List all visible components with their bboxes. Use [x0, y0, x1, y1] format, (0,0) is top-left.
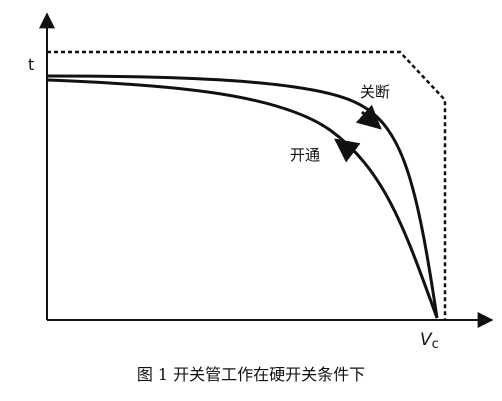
safe-area-boundary [47, 50, 447, 320]
x-axis-label-sub: c [432, 337, 439, 352]
caption: 图 1 开关管工作在硬开关条件下 [137, 365, 365, 384]
turn-off-label: 关断 [360, 83, 390, 101]
y-axis-label: t [28, 55, 34, 74]
turn-off-curve [46, 74, 439, 319]
turn-on-curve [46, 78, 439, 319]
x-axis-label-main: V [420, 330, 433, 350]
turn-off-arrow [355, 104, 382, 130]
turn-on-arrow [334, 138, 361, 163]
turn-on-label: 开通 [290, 146, 320, 164]
x-axis-label: Vc [420, 330, 439, 352]
